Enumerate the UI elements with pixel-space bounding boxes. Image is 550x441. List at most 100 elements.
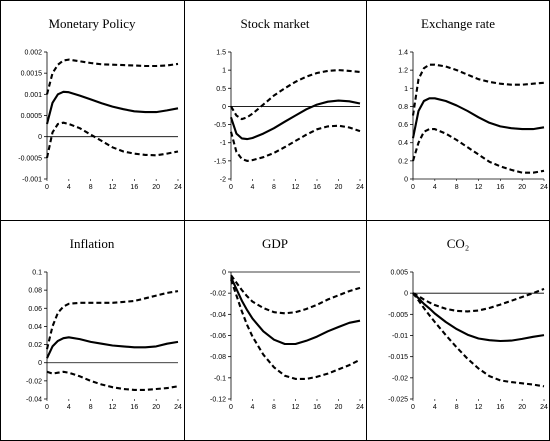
confidence-band-line [45,121,179,159]
x-tick-label: 12 [475,404,483,411]
confidence-band-line [229,124,361,162]
x-tick-label: 20 [518,404,526,411]
y-tick-label: -0.02 [26,378,42,385]
x-tick-label: 4 [67,184,71,191]
confidence-band-line [230,279,361,380]
x-tick-label: 8 [455,184,459,191]
y-tick-label: 0.02 [28,342,42,349]
y-tick-label: 0.06 [28,306,42,313]
impulse-response-line [45,90,179,125]
x-tick-label: 0 [411,404,415,411]
y-tick-label: -0.02 [392,375,408,382]
x-tick-label: 12 [475,184,483,191]
x-tick-label: 24 [356,404,364,411]
x-tick-label: 8 [455,404,459,411]
x-tick-label: 16 [313,404,321,411]
x-tick-label: 0 [45,184,49,191]
x-tick-label: 12 [292,404,300,411]
chart-panel-5: GDP -0.12 -0.1 -0.08 -0.06 -0.04 -0.02 0 0 4 8 12 16… [210,236,364,411]
impulse-response-line [230,276,361,346]
y-tick-label: -0.04 [210,312,226,319]
y-tick-label: -1.5 [214,158,226,165]
y-tick-label: 1 [404,86,408,93]
x-tick-label: 20 [152,404,160,411]
x-tick-label: 16 [496,404,504,411]
y-tick-label: 0 [404,177,408,184]
y-tick-label: 0.002 [24,50,42,57]
x-tick-label: 24 [540,184,548,191]
confidence-band-line [45,58,179,95]
chart-title: GDP [262,236,288,251]
x-tick-label: 0 [229,184,233,191]
x-tick-label: 24 [540,404,548,411]
y-tick-label: 1.4 [398,50,408,57]
impulse-response-line [412,292,545,343]
y-tick-label: -1 [220,140,226,147]
y-tick-label: 1.2 [398,68,408,75]
chart-panel-6: CO₂ -0.025 -0.02 -0.015 -0.01 -0.005 0 0.005 0 4 8… [388,236,548,411]
y-tick-label: 0 [38,134,42,141]
y-tick-label: -0.005 [388,312,408,319]
y-tick-label: 1 [222,68,226,75]
x-tick-label: 12 [292,184,300,191]
confidence-band-line [45,290,179,350]
x-tick-label: 12 [109,184,117,191]
y-tick-label: 0 [38,360,42,367]
y-tick-label: 0.005 [390,270,408,277]
x-tick-label: 24 [356,184,364,191]
x-tick-label: 4 [251,404,255,411]
x-tick-label: 20 [152,184,160,191]
y-tick-label: -2 [220,177,226,184]
x-tick-label: 4 [67,404,71,411]
y-tick-label: -0.025 [388,397,408,404]
x-tick-label: 0 [411,184,415,191]
chart-panel-3: Exchange rate 0 0.2 0.4 0.6 0.8 1 1.2 1.4 0 4 8 12 16… [398,16,548,191]
x-tick-label: 4 [251,184,255,191]
y-tick-label: -0.01 [392,333,408,340]
y-tick-label: 1.5 [216,50,226,57]
impulse-response-line [46,336,179,359]
y-tick-label: 0.001 [24,92,42,99]
x-tick-label: 20 [518,184,526,191]
y-tick-label: 0.8 [398,104,408,111]
y-tick-label: -0.0005 [18,155,42,162]
chart-title: CO₂ [447,236,470,251]
x-tick-label: 16 [496,184,504,191]
x-tick-label: 24 [174,404,182,411]
chart-title: Exchange rate [421,16,495,31]
x-tick-label: 8 [272,184,276,191]
x-tick-label: 20 [335,404,343,411]
chart-title: Stock market [241,16,310,31]
x-tick-label: 0 [229,404,233,411]
y-tick-label: -0.001 [22,177,42,184]
x-tick-label: 16 [313,184,321,191]
y-tick-label: 0.4 [398,140,408,147]
x-tick-label: 16 [130,404,138,411]
confidence-band-line [230,69,361,121]
confidence-band-line [411,63,545,116]
impulse-response-line [230,99,361,141]
chart-panel-2: Stock market -2 -1.5 -1 -0.5 0 0.5 1 1.5 0 4 8 12 16 2… [214,16,364,191]
y-tick-label: 0.5 [216,86,226,93]
chart-panel-1: Monetary Policy -0.001 -0.0005 0 0.0005 0.001… [18,16,182,191]
y-tick-label: -0.06 [210,333,226,340]
y-tick-label: 0 [222,270,226,277]
x-tick-label: 24 [174,184,182,191]
y-tick-label: -0.04 [26,397,42,404]
impulse-response-line [411,97,545,139]
y-tick-label: 0.08 [28,288,42,295]
confidence-band-line [412,292,545,388]
y-tick-label: 0.0005 [21,113,43,120]
y-tick-label: 0 [404,291,408,298]
y-tick-label: 0.04 [28,324,42,331]
y-tick-label: -0.5 [214,122,226,129]
y-tick-label: -0.015 [388,354,408,361]
y-tick-label: -0.12 [210,397,226,404]
x-tick-label: 0 [45,404,49,411]
y-tick-label: -0.02 [210,291,226,298]
x-tick-label: 16 [130,184,138,191]
x-tick-label: 4 [433,184,437,191]
y-tick-label: 0.1 [32,270,42,277]
y-tick-label: -0.1 [214,375,226,382]
y-tick-label: -0.08 [210,354,226,361]
